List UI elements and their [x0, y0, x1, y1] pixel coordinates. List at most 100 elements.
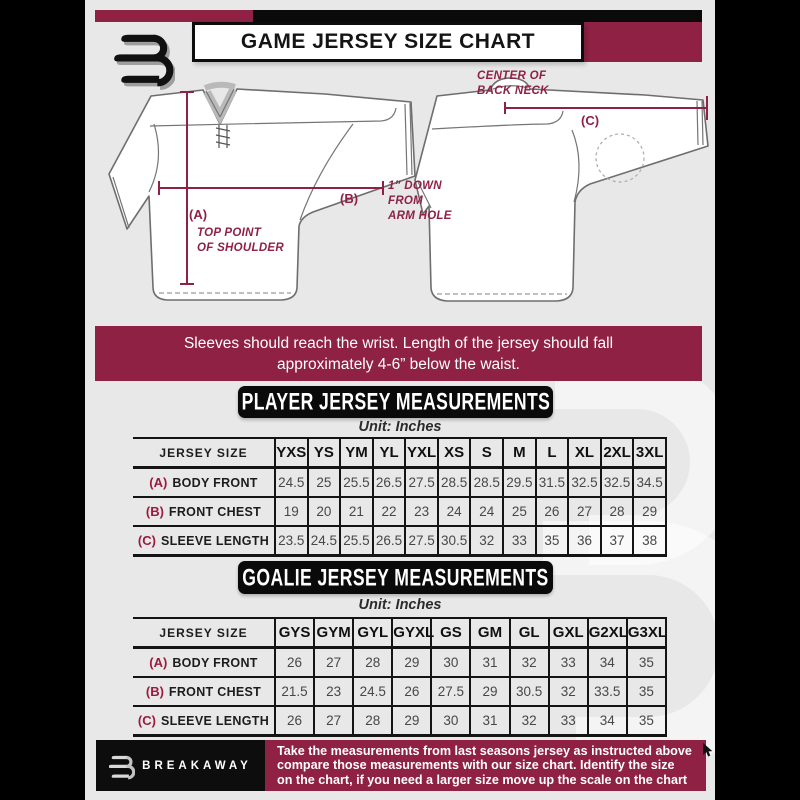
measurement-value-cell: 30 — [430, 705, 472, 737]
measurement-value-cell: 27 — [313, 646, 355, 678]
measure-letter: (C) — [137, 712, 156, 728]
measurement-value-cell: 19 — [274, 496, 309, 527]
measure-caption-a-line2: OF SHOULDER — [197, 242, 284, 254]
elbow-seam-circle — [595, 133, 645, 183]
table-row: (B) FRONT CHEST 19 20 21 22 23 24 24 25 26 27 28 29 — [133, 496, 667, 527]
measurement-value-cell: 20 — [306, 496, 342, 527]
measurement-value-cell: 33 — [547, 705, 589, 737]
front-jersey-drawing — [108, 81, 416, 301]
measurement-value-cell: 31 — [469, 646, 511, 678]
table-row: (A) BODY FRONT 24.5 25 25.5 26.5 27.5 28.5 28.5 2… — [133, 466, 667, 498]
measurement-value-cell: 29 — [632, 496, 667, 527]
measurement-value-cell: 28 — [352, 646, 394, 678]
measurement-row-label: (B) FRONT CHEST — [133, 676, 276, 707]
mouse-cursor — [703, 743, 713, 757]
measure-name: SLEEVE LENGTH — [160, 533, 270, 548]
player-measurements-heading: PLAYER JERSEY MEASUREMENTS — [238, 386, 553, 418]
measurement-value-cell: 26 — [273, 646, 316, 678]
measure-caption-b-line3: ARM HOLE — [387, 210, 452, 222]
measure-caption-c-line1: CENTER OF — [477, 70, 547, 82]
measurement-value-cell: 38 — [632, 525, 667, 557]
measurement-value-cell: 32.5 — [567, 466, 602, 498]
measurement-value-cell: 26 — [534, 496, 570, 527]
measurement-value-cell: 25.5 — [339, 466, 374, 498]
size-column-header: L — [534, 437, 570, 469]
size-column-header: S — [469, 437, 505, 469]
player-unit-label: Unit: Inches — [358, 419, 442, 435]
measure-caption-c-line2: BACK NECK — [477, 85, 549, 97]
measurement-value-cell: 27.5 — [430, 676, 472, 707]
size-column-header: GYM — [313, 617, 355, 649]
table-row: (C) SLEEVE LENGTH 26 27 28 29 30 31 32 33 34 35 — [133, 705, 668, 737]
size-column-header: YL — [371, 437, 407, 469]
goalie-unit-label: Unit: Inches — [358, 597, 442, 613]
table-row: (B) FRONT CHEST 21.5 23 24.5 26 27.5 29 30.5 32 33… — [133, 676, 668, 707]
measurement-value-cell: 33.5 — [586, 676, 628, 707]
measurement-value-cell: 26.5 — [371, 466, 407, 498]
measurement-value-cell: 32 — [508, 646, 550, 678]
measurement-value-cell: 30.5 — [436, 525, 472, 557]
measurement-value-cell: 31.5 — [534, 466, 570, 498]
size-column-header: XL — [567, 437, 602, 469]
measurement-value-cell: 26 — [273, 705, 316, 737]
footer-brand-box: BREAKAWAY — [96, 740, 265, 791]
measurement-value-cell: 29 — [391, 705, 433, 737]
size-column-header: YXS — [274, 437, 309, 469]
measurement-value-cell: 28 — [352, 705, 394, 737]
measurement-value-cell: 33 — [547, 646, 589, 678]
measurement-value-cell: 27.5 — [404, 525, 439, 557]
measurement-value-cell: 34.5 — [632, 466, 667, 498]
measurement-value-cell: 24 — [469, 496, 505, 527]
measurement-row-label: (B) FRONT CHEST — [133, 496, 276, 527]
page-title: GAME JERSEY SIZE CHART — [240, 30, 536, 53]
measurement-value-cell: 35 — [625, 676, 668, 707]
measurement-value-cell: 32 — [547, 676, 589, 707]
measure-name: FRONT CHEST — [168, 504, 262, 519]
measure-label-b: (B) — [340, 191, 358, 206]
measurement-value-cell: 23 — [404, 496, 439, 527]
measure-letter: (A) — [149, 654, 168, 670]
size-column-header: YXL — [404, 437, 439, 469]
breakaway-b-logo — [114, 34, 175, 90]
measurement-row-label: (A) BODY FRONT — [133, 466, 276, 498]
measurement-value-cell: 29.5 — [502, 466, 537, 498]
size-column-header: GYS — [273, 617, 316, 649]
breakaway-b-logo-small — [109, 755, 136, 779]
measurement-lines — [158, 91, 708, 285]
size-chart-page: GAME JERSEY SIZE CHART — [85, 0, 715, 800]
size-column-header: GYL — [352, 617, 394, 649]
measurement-value-cell: 26 — [391, 676, 433, 707]
size-column-header: GYXL — [391, 617, 434, 649]
measure-letter: (B) — [145, 683, 164, 699]
measurement-value-cell: 25 — [502, 496, 537, 527]
measurement-row-label: (C) SLEEVE LENGTH — [133, 525, 276, 557]
measurement-value-cell: 26.5 — [371, 525, 407, 557]
page-title-box: GAME JERSEY SIZE CHART — [192, 22, 584, 62]
footer-note: Take the measurements from last seasons … — [265, 740, 706, 791]
measurement-value-cell: 27 — [313, 705, 355, 737]
measurement-value-cell: 24.5 — [352, 676, 394, 707]
measurement-value-cell: 28 — [599, 496, 635, 527]
size-column-header: G3XL — [625, 617, 667, 649]
measurement-value-cell: 32 — [469, 525, 505, 557]
measurement-value-cell: 33 — [502, 525, 537, 557]
size-column-header: 2XL — [599, 437, 635, 469]
size-column-header: GM — [469, 617, 511, 649]
back-jersey-drawing — [414, 77, 709, 302]
measurement-value-cell: 25.5 — [339, 525, 374, 557]
top-accent-bar-black — [253, 10, 702, 22]
measurement-value-cell: 32.5 — [599, 466, 635, 498]
table-row: (A) BODY FRONT 26 27 28 29 30 31 32 33 34 35 — [133, 646, 668, 678]
measurement-row-label: (A) BODY FRONT — [133, 646, 276, 678]
measurement-value-cell: 34 — [586, 646, 628, 678]
goalie-size-table: JERSEY SIZE GYS GYM GYL GYXL GS GM GL GXL G2XL G3X… — [133, 617, 667, 737]
measurement-value-cell: 36 — [567, 525, 602, 557]
measurement-value-cell: 37 — [599, 525, 635, 557]
measure-label-a: (A) — [189, 207, 207, 222]
size-column-header: GL — [508, 617, 550, 649]
measurement-value-cell: 22 — [371, 496, 407, 527]
jersey-diagram: (A) TOP POINT OF SHOULDER (B) 1” DOWN FR… — [108, 70, 709, 302]
measurement-value-cell: 24.5 — [306, 525, 342, 557]
measurement-value-cell: 35 — [625, 646, 668, 678]
